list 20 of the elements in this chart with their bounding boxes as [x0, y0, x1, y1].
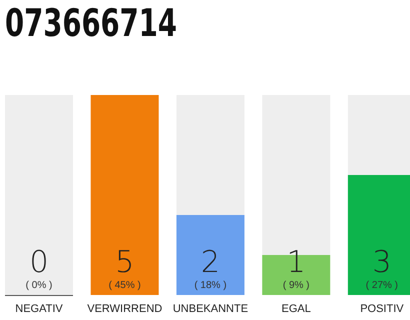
chart-title: 073666714	[5, 1, 220, 45]
x-tick-label: VERWIRREND	[87, 303, 162, 315]
data-label: ( 0% )	[26, 280, 52, 291]
annotation: 2	[200, 245, 220, 280]
data-label: ( 27% )	[366, 280, 398, 291]
bar	[5, 95, 73, 295]
annotation: 1	[286, 245, 306, 280]
annotation: 0	[29, 245, 49, 280]
data-label: ( 9% )	[282, 280, 310, 291]
annotation: 5	[115, 245, 134, 280]
x-tick-label: EGAL	[282, 303, 311, 315]
data-label: ( 45% )	[108, 280, 141, 291]
bar	[176, 215, 244, 295]
x-tick-label: UNBEKANNTE	[172, 303, 248, 315]
data-label: ( 18% )	[194, 280, 227, 291]
bar	[90, 95, 159, 295]
annotation: 3	[372, 245, 392, 280]
bar	[176, 95, 244, 215]
x-tick-label: NEGATIV	[15, 303, 64, 315]
x-tick-label: POSITIV	[360, 303, 404, 315]
